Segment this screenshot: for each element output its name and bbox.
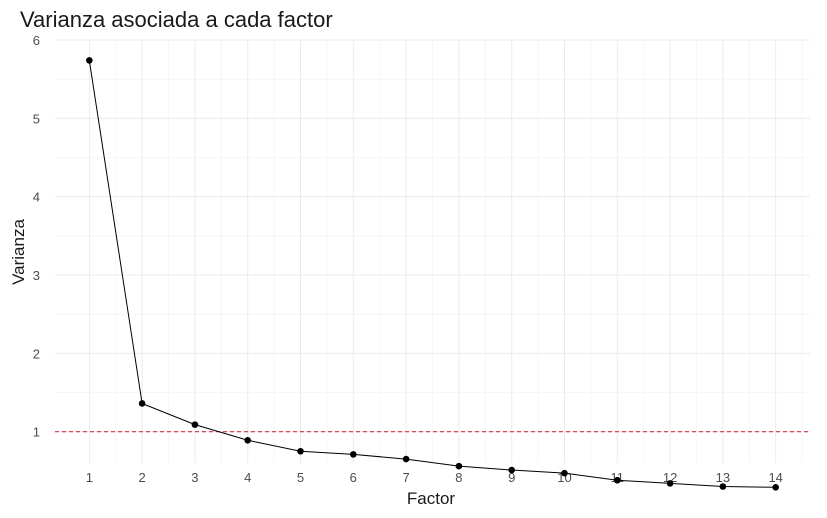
data-point	[244, 436, 252, 444]
data-point	[455, 462, 463, 470]
x-tick-label: 8	[455, 470, 462, 485]
x-tick-label: 2	[138, 470, 145, 485]
data-point	[613, 476, 621, 484]
chart-title: Varianza asociada a cada factor	[20, 7, 333, 32]
x-tick-label: 1	[86, 470, 93, 485]
x-tick-label: 13	[716, 470, 730, 485]
x-tick-label: 5	[297, 470, 304, 485]
data-point	[508, 466, 515, 474]
y-tick-label: 3	[33, 268, 40, 283]
x-tick-label: 14	[768, 470, 782, 485]
data-point	[402, 455, 410, 463]
x-tick-label: 12	[663, 470, 677, 485]
data-point	[191, 421, 199, 428]
y-tick-label: 6	[33, 33, 40, 48]
x-tick-label: 6	[350, 470, 357, 485]
data-point	[561, 469, 568, 477]
x-tick-label: 4	[244, 470, 251, 485]
y-tick-label: 4	[33, 190, 40, 205]
y-tick-label: 2	[33, 346, 40, 361]
x-axis-label: Factor	[407, 489, 456, 508]
x-tick-label: 7	[402, 470, 409, 485]
x-tick-label: 9	[508, 470, 515, 485]
series-line	[88, 60, 776, 488]
x-tick-label: 3	[191, 470, 198, 485]
data-point	[350, 451, 357, 458]
y-axis-ticks: 1 2 3 4 5 6	[33, 33, 40, 440]
y-axis-label: Varianza	[9, 219, 28, 285]
data-point	[138, 400, 146, 407]
y-tick-label: 1	[33, 425, 40, 440]
data-point	[86, 57, 93, 64]
y-tick-label: 5	[33, 111, 40, 126]
data-point	[719, 483, 727, 490]
data-point	[772, 483, 779, 491]
grid	[55, 39, 810, 463]
data-point	[297, 447, 304, 455]
data-point	[666, 480, 674, 487]
data-points	[86, 57, 779, 491]
x-axis-ticks: 1234567891011121314	[86, 470, 783, 485]
